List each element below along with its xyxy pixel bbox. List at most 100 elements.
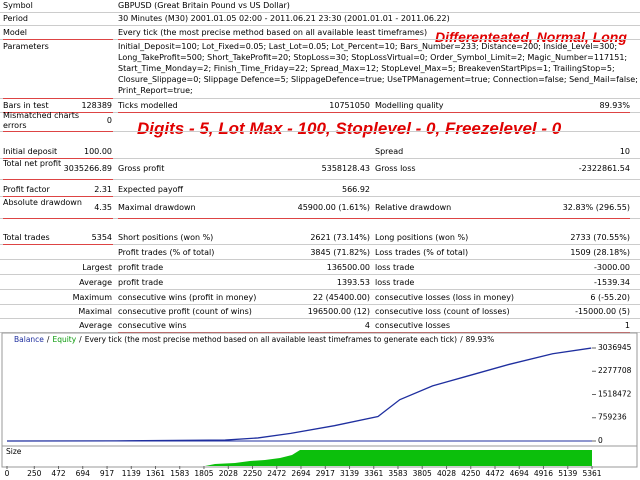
row-label: profit trade — [118, 263, 164, 272]
row-label: Largest — [82, 263, 112, 272]
x-tick-label: 2917 — [316, 469, 335, 478]
x-tick-label: 3583 — [388, 469, 407, 478]
row-value: 45900.00 (1.61%) — [297, 203, 370, 212]
annotation: Differenteated, Normal, Long — [435, 29, 627, 45]
parameter-line: Print_Report=true; — [118, 86, 193, 95]
row-label: Ticks modelled — [118, 101, 178, 110]
row-value: 2733 (70.55%) — [570, 233, 630, 242]
x-tick-label: 4916 — [534, 469, 553, 478]
row-label: consecutive losses (loss in money) — [375, 293, 515, 302]
row-underline — [3, 131, 113, 132]
x-tick-label: 1139 — [122, 469, 141, 478]
row-label: Profit factor — [3, 185, 50, 194]
row-value: -2322861.54 — [578, 164, 630, 173]
row-label: Profit trades (% of total) — [118, 248, 215, 257]
row-rule — [0, 98, 640, 99]
y-tick-label: 3036945 — [598, 343, 632, 352]
row-underline — [3, 98, 113, 99]
row-rule — [0, 131, 640, 132]
row-value: 4 — [364, 321, 370, 330]
row-rule — [0, 25, 640, 26]
graph-frame — [1, 332, 638, 447]
row-value: GBPUSD (Great Britain Pound vs US Dollar… — [118, 1, 290, 10]
row-value: 5358128.43 — [321, 164, 370, 173]
y-tick-label: 0 — [598, 436, 603, 445]
header-equity: Equity — [52, 335, 76, 344]
row-value: 100.00 — [84, 147, 112, 156]
x-tick-label: 2250 — [243, 469, 262, 478]
x-tick-label: 4472 — [485, 469, 504, 478]
x-tick-label: 1361 — [146, 469, 165, 478]
y-tick-label: 759236 — [598, 413, 627, 422]
row-underline — [3, 112, 113, 113]
row-label: Model — [3, 28, 28, 37]
graph-header: Balance / Equity / Every tick (the most prec… — [14, 335, 494, 344]
row-value: 89.93% — [599, 101, 630, 110]
row-underline — [3, 244, 113, 245]
x-tick-label: 694 — [76, 469, 91, 478]
parameter-line: Long_TakeProfit=500; Short_TakeProfit=20… — [118, 53, 628, 62]
row-value: 30 Minutes (M30) 2001.01.05 02:00 - 2011… — [118, 14, 450, 23]
row-label: Long positions (won %) — [375, 233, 469, 242]
row-label: Absolute drawdown — [3, 198, 82, 207]
row-label: Total net profit — [3, 159, 62, 168]
row-label: Initial deposit — [3, 147, 58, 156]
row-label: loss trade — [375, 278, 415, 287]
annotation: Digits - 5, Lot Max - 100, Stoplevel - 0… — [137, 119, 562, 138]
row-value: -3000.00 — [594, 263, 630, 272]
row-value: 3845 (71.82%) — [310, 248, 370, 257]
parameter-line: Start_Time_Monday=2; Finish_Time_Friday=… — [118, 64, 615, 73]
header-quality: 89.93% — [466, 335, 495, 344]
row-value: 2.31 — [94, 185, 112, 194]
row-underline — [3, 196, 113, 197]
row-label: Symbol — [3, 1, 33, 10]
x-tick-label: 250 — [27, 469, 42, 478]
header-balance: Balance — [14, 335, 44, 344]
row-label: consecutive wins — [118, 321, 187, 330]
row-label: Bars in test — [3, 101, 49, 110]
row-label: Maximum — [72, 293, 112, 302]
row-label: Loss trades (% of total) — [375, 248, 469, 257]
row-rule — [0, 289, 640, 290]
row-underline — [118, 112, 630, 113]
row-label: Period — [3, 14, 28, 23]
y-tick-label: 1518472 — [598, 389, 632, 398]
header-separator: / — [460, 335, 463, 344]
x-tick-label: 4694 — [510, 469, 529, 478]
x-tick-label: 0 — [5, 469, 10, 478]
y-tick-label: 2277708 — [598, 366, 632, 375]
row-label: profit trade — [118, 278, 164, 287]
x-tick-label: 917 — [100, 469, 115, 478]
row-label: consecutive wins (profit in money) — [118, 293, 257, 302]
row-value: 128389 — [81, 101, 112, 110]
row-underline — [3, 158, 113, 159]
row-value: 0 — [106, 116, 112, 125]
row-value: 5354 — [91, 233, 112, 242]
row-label: Total trades — [3, 233, 50, 242]
balance-line — [6, 347, 592, 442]
row-value: 4.35 — [94, 203, 112, 212]
row-value: 3035266.89 — [63, 164, 112, 173]
x-tick-label: 3361 — [364, 469, 383, 478]
row-value: 2621 (73.14%) — [310, 233, 370, 242]
x-tick-label: 4028 — [437, 469, 456, 478]
row-label: Maximal drawdown — [118, 203, 196, 212]
row-rule — [0, 259, 640, 260]
row-rule — [0, 274, 640, 275]
row-label: consecutive profit (count of wins) — [118, 307, 252, 316]
row-value: -15000.00 (5) — [575, 307, 630, 316]
row-underline — [3, 218, 113, 219]
row-rule — [0, 318, 640, 319]
row-underline — [118, 39, 418, 40]
row-value: 22 (45400.00) — [312, 293, 370, 302]
row-value: 10751050 — [329, 101, 370, 110]
x-tick-label: 3805 — [413, 469, 432, 478]
row-label: Average — [79, 278, 112, 287]
row-rule — [0, 196, 640, 197]
row-rule — [0, 158, 640, 159]
parameter-line: Initial_Deposit=100; Lot_Fixed=0.05; Las… — [118, 42, 618, 51]
x-tick-label: 4250 — [461, 469, 480, 478]
row-label: Maximal — [78, 307, 112, 316]
row-value: 136500.00 — [326, 263, 370, 272]
